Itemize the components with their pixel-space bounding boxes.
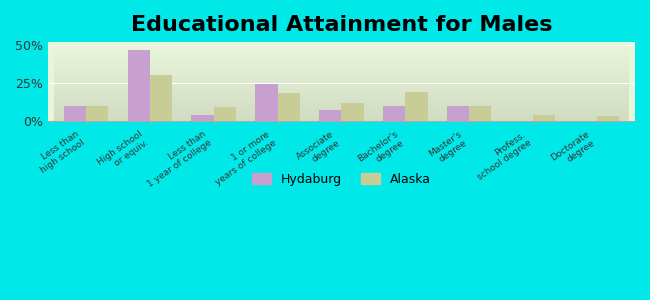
Bar [319,110,341,121]
Bar [383,106,405,121]
Bar [214,107,236,121]
Bar [192,115,214,121]
Bar [86,106,109,121]
Bar [405,92,428,121]
Bar [469,106,491,121]
Bar [597,116,619,121]
Bar [127,50,150,121]
Bar [447,106,469,121]
Bar [64,106,86,121]
Title: Educational Attainment for Males: Educational Attainment for Males [131,15,552,35]
Bar [150,75,172,121]
Legend: Hydaburg, Alaska: Hydaburg, Alaska [247,168,436,191]
Bar [255,84,278,121]
Bar [341,103,364,121]
Bar [533,115,555,121]
Bar [278,94,300,121]
